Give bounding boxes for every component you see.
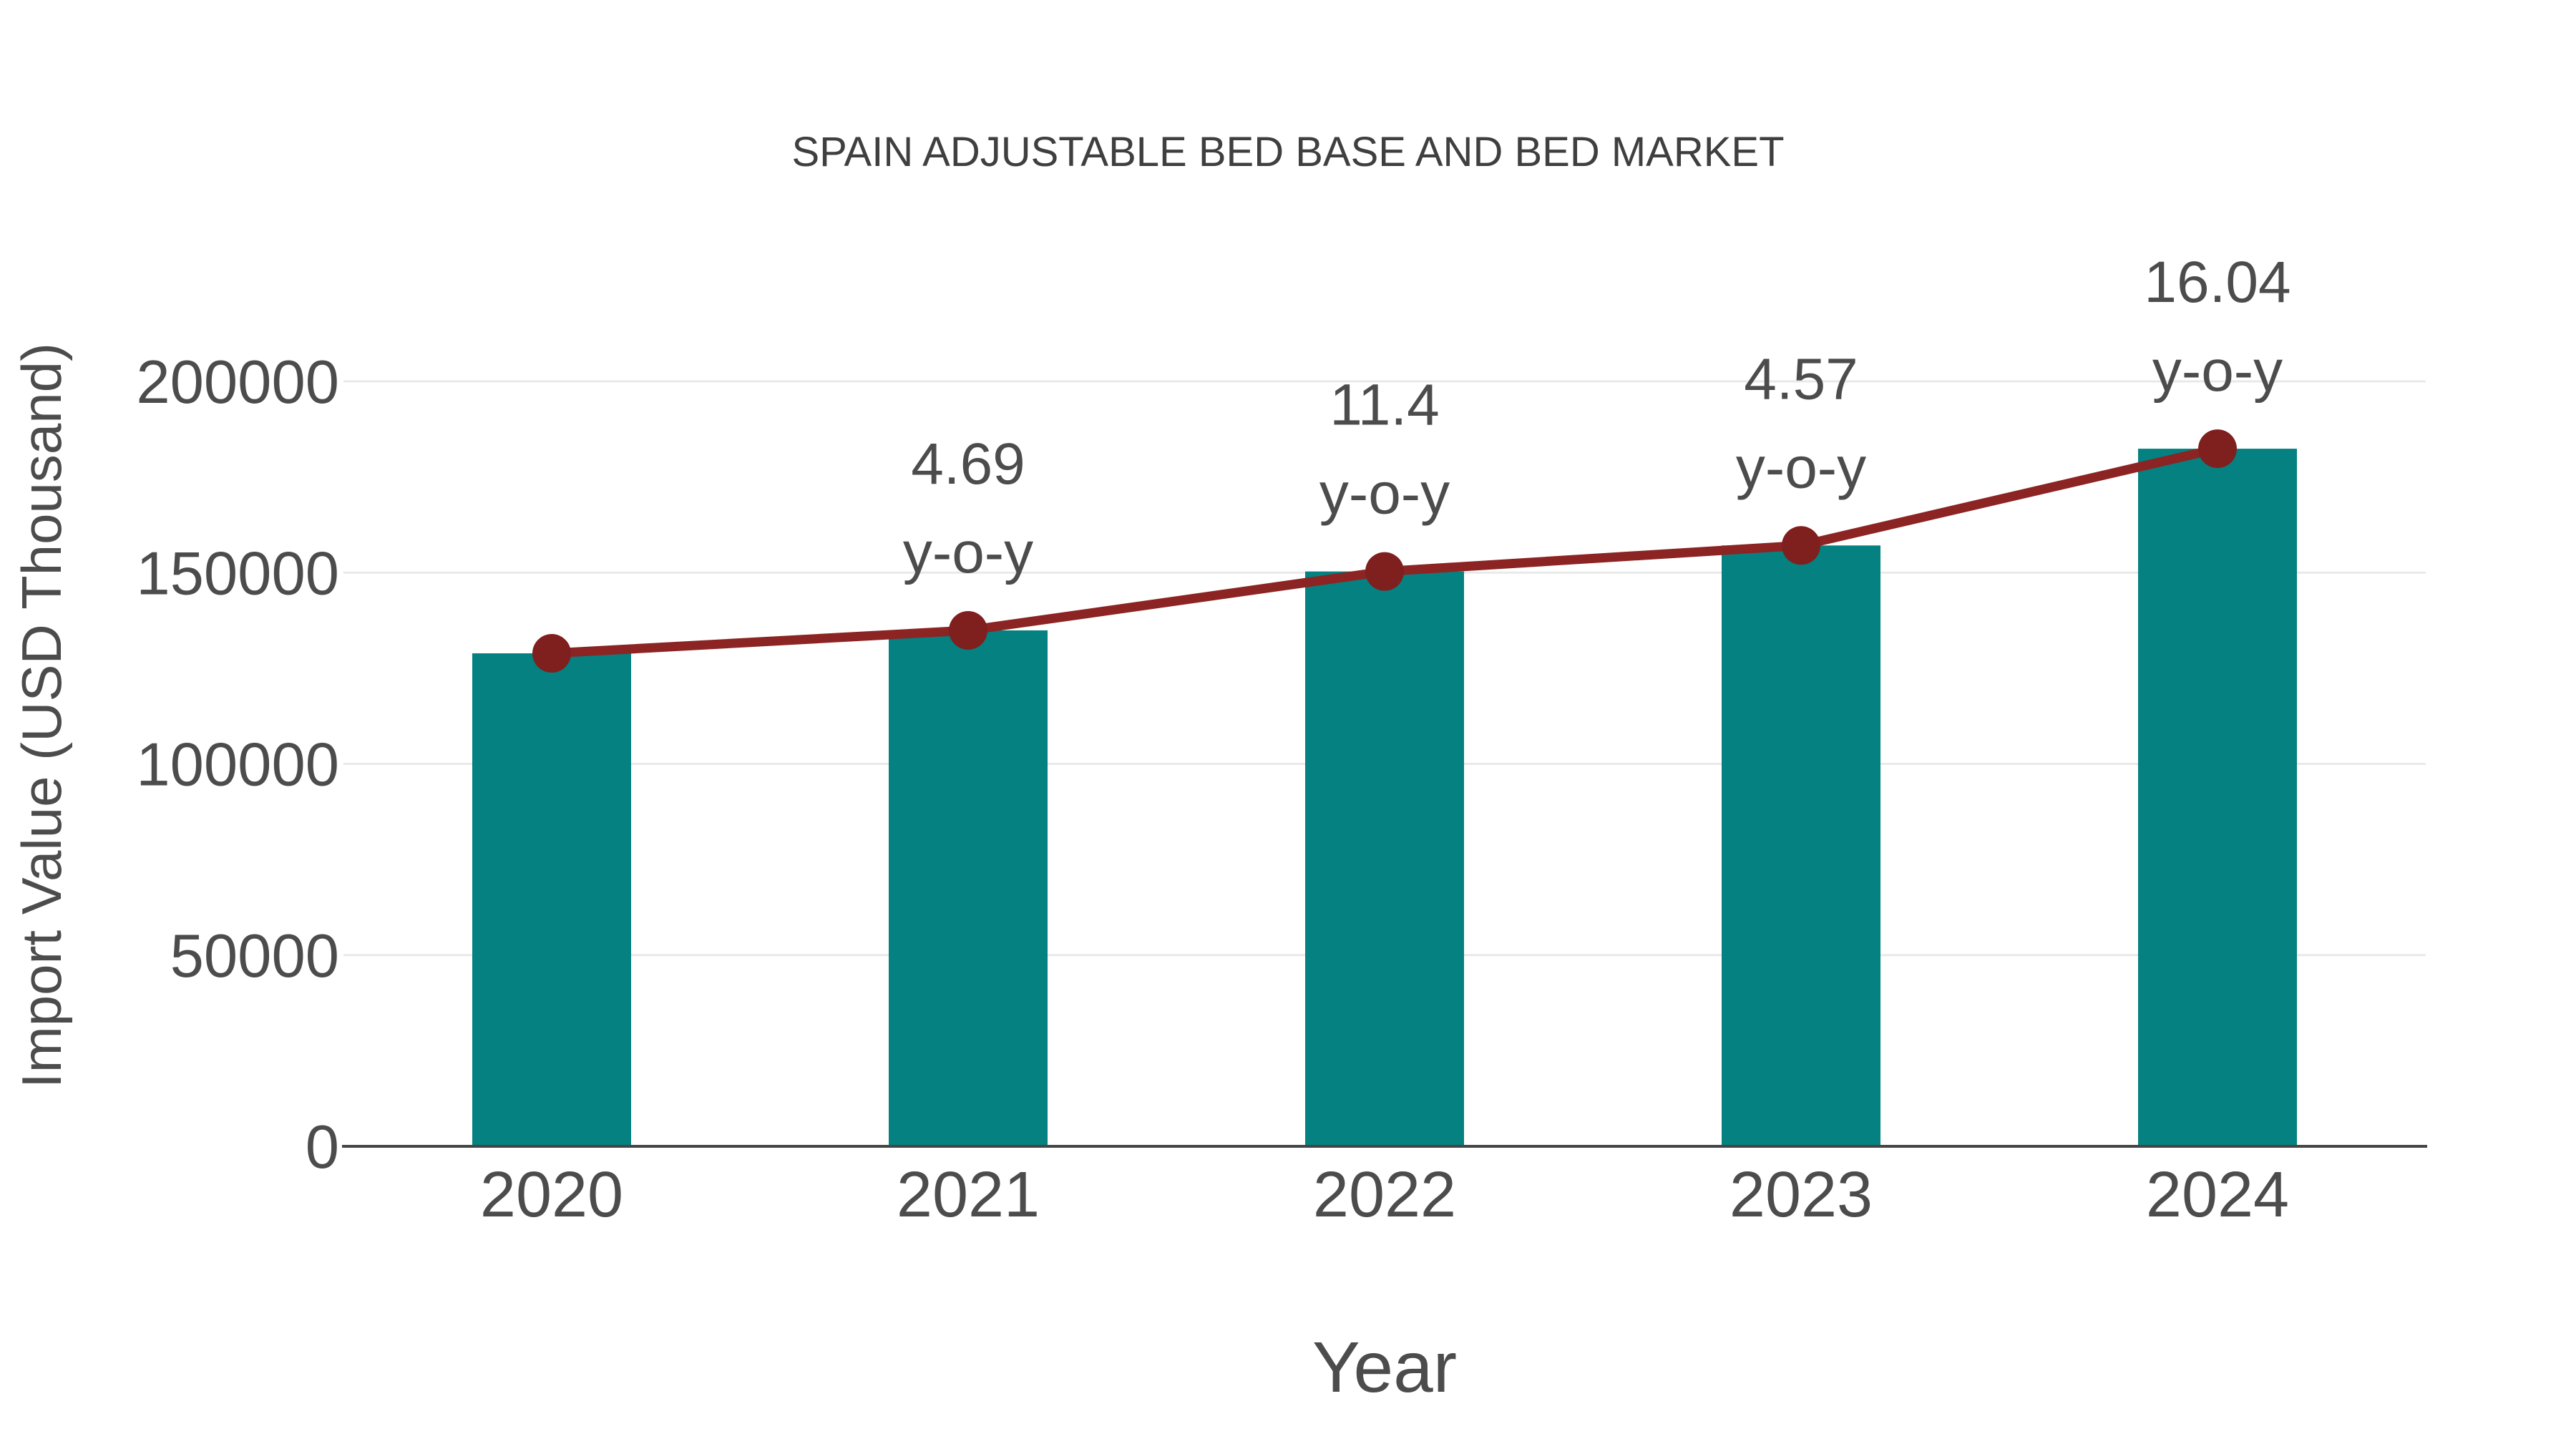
yoy-annotations: 4.69 y-o-y 11.4 y-o-y 4.57 y-o-y 16.04 y-o-y bbox=[903, 250, 2291, 585]
trend-marker-2020 bbox=[532, 634, 571, 673]
x-tick-label: 2023 bbox=[1729, 1159, 1873, 1231]
yoy-suffix-label: y-o-y bbox=[2152, 338, 2283, 404]
y-tick-labels: 0 50000 100000 150000 200000 bbox=[136, 348, 339, 1181]
x-tick-label: 2020 bbox=[480, 1159, 623, 1231]
trend-marker-2021 bbox=[949, 610, 987, 650]
x-axis-title: Year bbox=[1312, 1327, 1457, 1407]
y-axis-title: Import Value (USD Thousand) bbox=[10, 343, 73, 1088]
bar-2020 bbox=[472, 653, 631, 1147]
yoy-suffix-label: y-o-y bbox=[903, 520, 1033, 585]
y-tick-label: 100000 bbox=[136, 731, 339, 799]
trend-marker-2023 bbox=[1782, 526, 1820, 565]
trend-marker-2022 bbox=[1365, 552, 1404, 591]
yoy-suffix-label: y-o-y bbox=[1736, 435, 1866, 500]
x-tick-labels: 2020 2021 2022 2023 2024 bbox=[480, 1159, 2289, 1231]
bar-2022 bbox=[1305, 571, 1464, 1147]
bars bbox=[472, 449, 2297, 1147]
yoy-suffix-label: y-o-y bbox=[1319, 462, 1450, 527]
trend-marker-2024 bbox=[2198, 429, 2237, 469]
yoy-value-label: 4.69 bbox=[911, 431, 1025, 497]
bar-2024 bbox=[2138, 449, 2297, 1147]
x-tick-label: 2024 bbox=[2146, 1159, 2289, 1231]
y-tick-label: 150000 bbox=[136, 540, 339, 608]
y-tick-label: 0 bbox=[306, 1113, 339, 1181]
trend-markers bbox=[532, 429, 2237, 673]
x-tick-label: 2022 bbox=[1313, 1159, 1456, 1231]
yoy-value-label: 16.04 bbox=[2144, 250, 2290, 315]
y-tick-label: 200000 bbox=[136, 348, 339, 416]
bar-2023 bbox=[1722, 545, 1880, 1147]
yoy-value-label: 11.4 bbox=[1330, 373, 1440, 438]
bar-2021 bbox=[889, 630, 1048, 1147]
chart-title: SPAIN ADJUSTABLE BED BASE AND BED MARKET bbox=[791, 129, 1784, 175]
yoy-value-label: 4.57 bbox=[1744, 346, 1858, 411]
x-tick-label: 2021 bbox=[897, 1159, 1040, 1231]
y-tick-label: 50000 bbox=[170, 922, 339, 990]
